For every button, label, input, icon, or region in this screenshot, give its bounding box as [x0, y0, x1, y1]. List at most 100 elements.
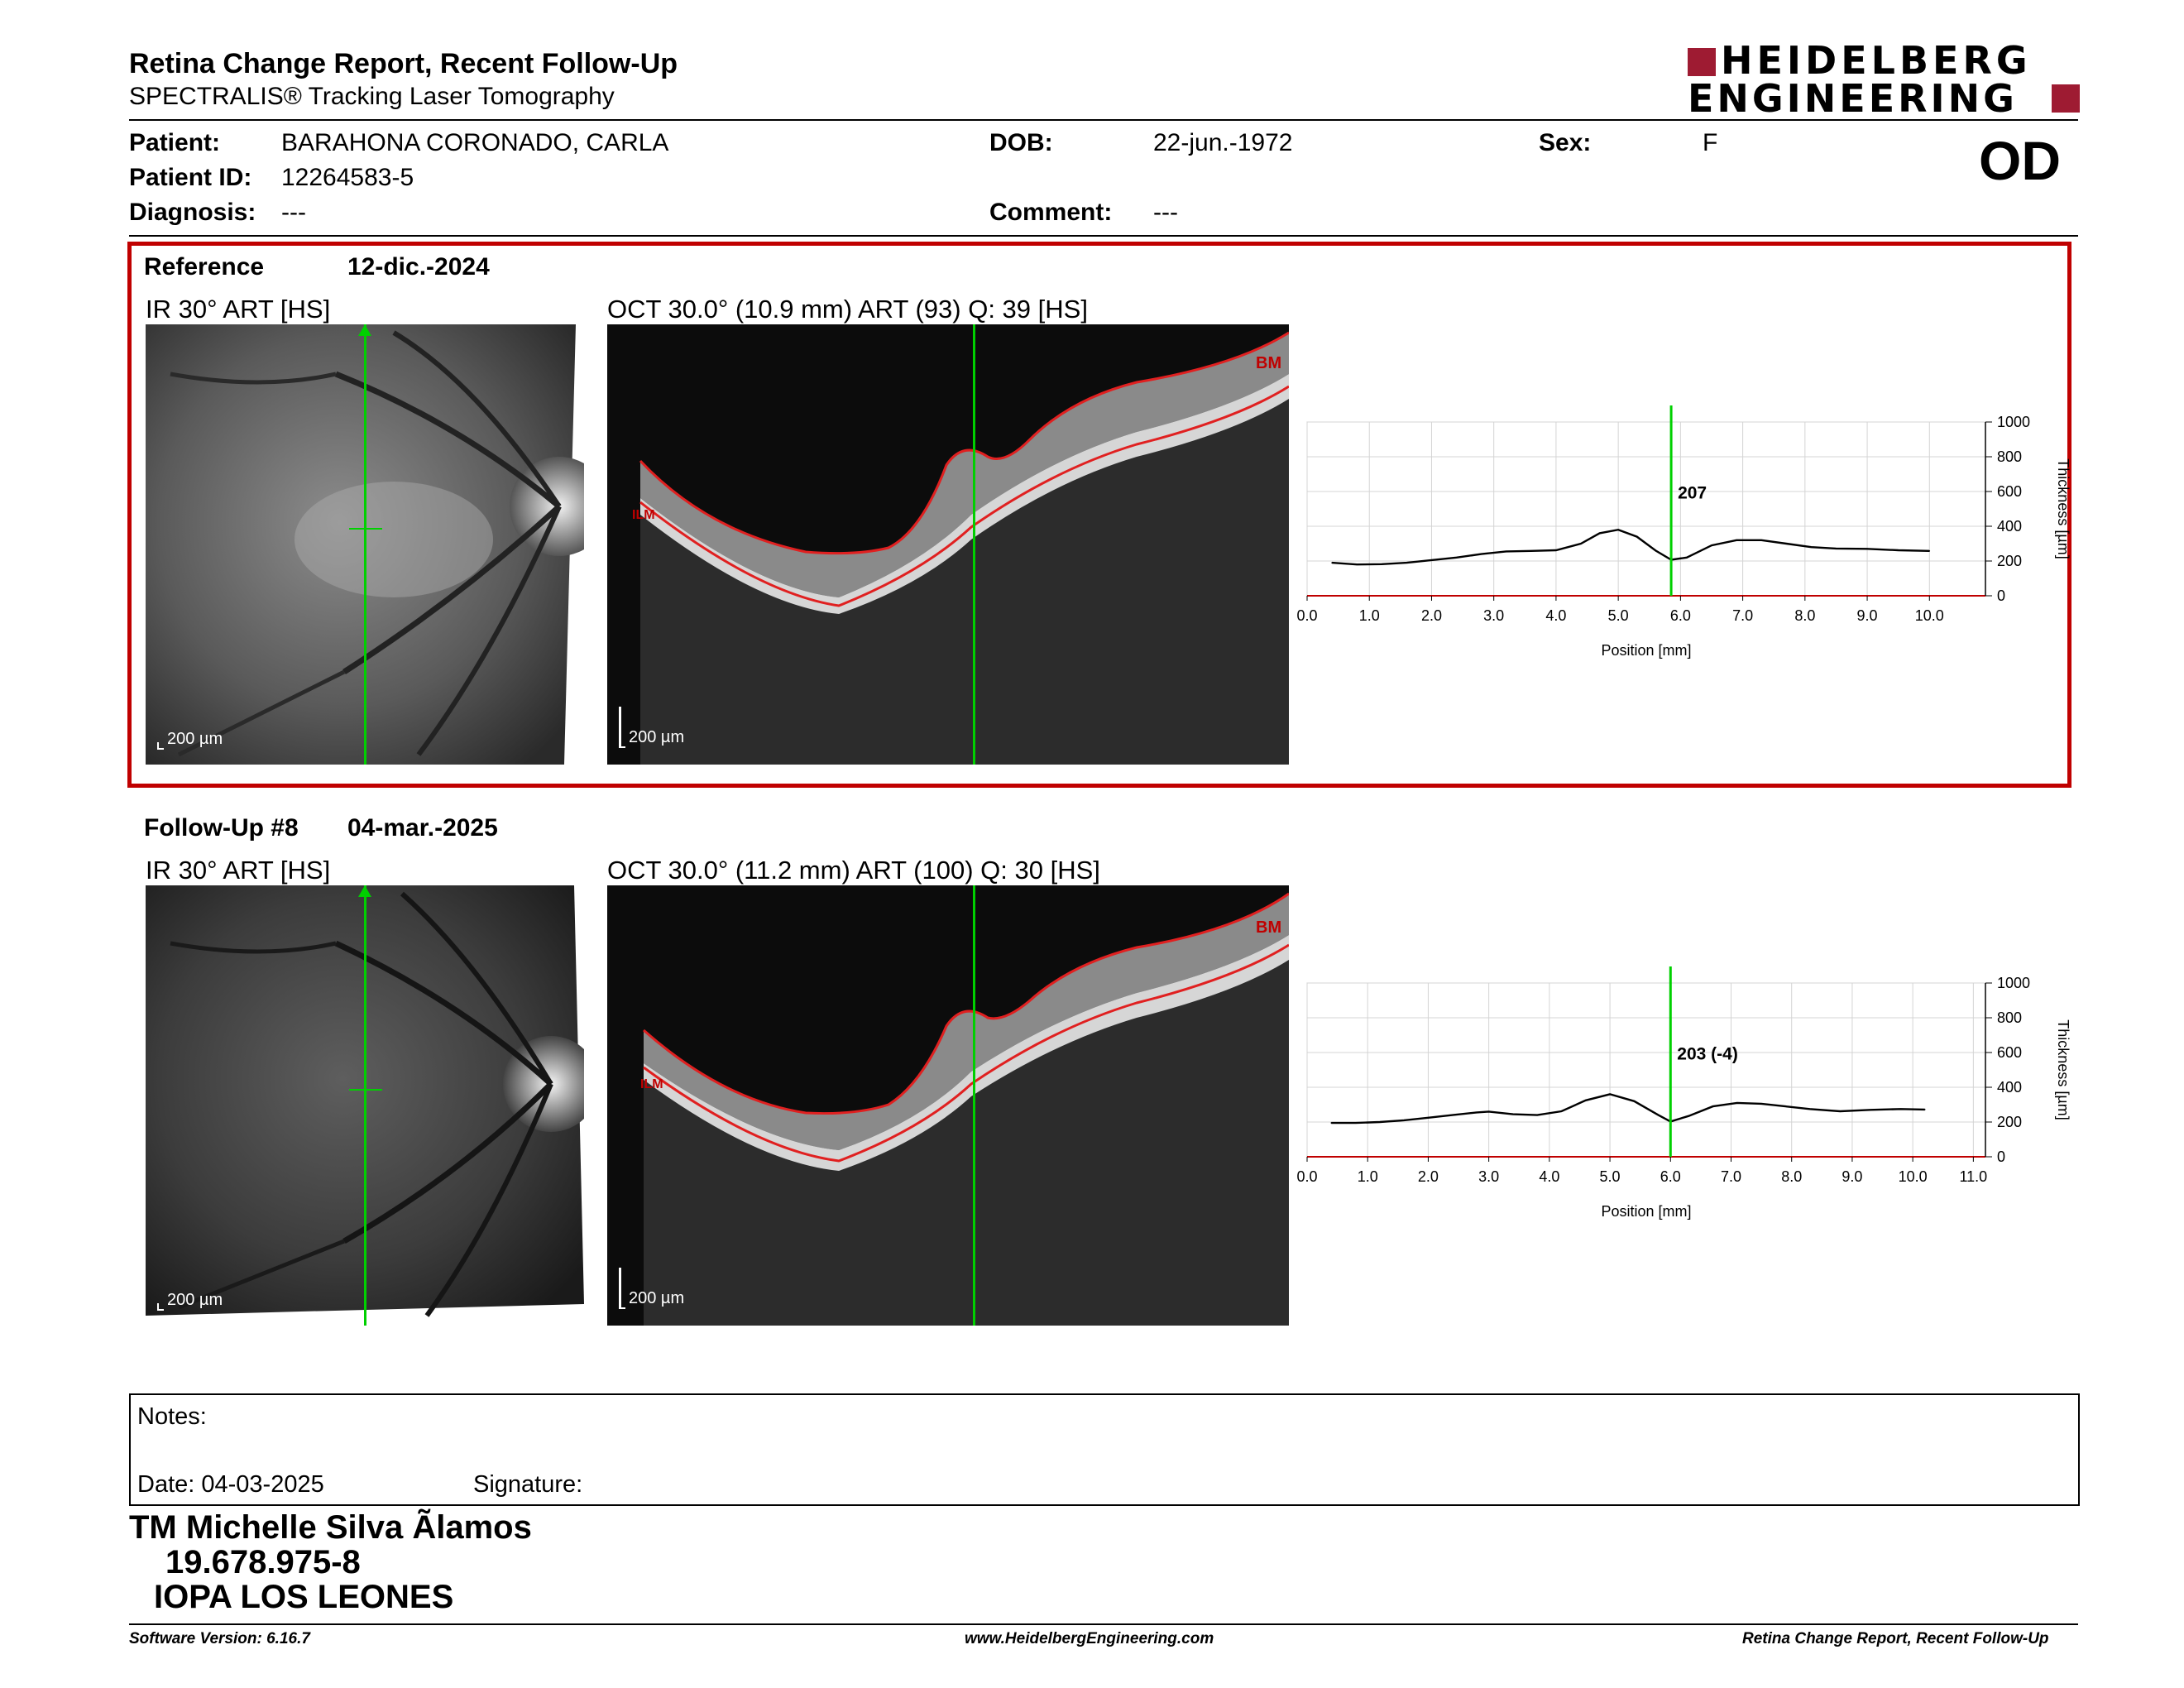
chart-xtick-label: 6.0	[1660, 1168, 1681, 1185]
chart-point	[1598, 532, 1601, 535]
reference-oct-scalebar	[619, 707, 621, 748]
reference-bm-label: BM	[1256, 354, 1282, 372]
chart-point	[1476, 1111, 1478, 1114]
chart-ytick-label: 1000	[1997, 975, 2030, 991]
chart-point	[1381, 563, 1383, 565]
followup-thickness-chart: 0.0 1.0 2.0 3.0 4.0 5.0 6.0 7.0 8.0 9.0 10.0 11.0 0 2…	[1296, 966, 2071, 1220]
reference-ilm-label: ILM	[632, 508, 655, 522]
reference-bm-line	[639, 385, 1289, 607]
chart-point	[1560, 1110, 1563, 1112]
footer-website[interactable]: www.HeidelbergEngineering.com	[965, 1630, 1214, 1647]
chart-point	[1331, 562, 1333, 563]
chart-ytick-label: 200	[1997, 553, 2022, 569]
chart-point	[1505, 550, 1507, 553]
followup-ir-fovea-mark	[349, 1089, 382, 1091]
reference-ir-scalebar-v	[157, 742, 159, 750]
chart-point	[1427, 1116, 1430, 1119]
patient-id-label: Patient ID:	[129, 164, 252, 191]
chart-xtick-label: 10.0	[1915, 607, 1944, 624]
chart-point	[1555, 549, 1557, 551]
chart-point	[1760, 539, 1762, 541]
chart-point	[1609, 1093, 1611, 1096]
chart-point	[1899, 1108, 1902, 1110]
reference-ir-fovea-mark	[349, 528, 382, 530]
chart-ytick-label: 800	[1997, 448, 2022, 465]
chart-xtick-label: 11.0	[1960, 1168, 1988, 1185]
reference-ir-cursor-arrow	[358, 324, 371, 336]
sex-label: Sex:	[1539, 129, 1592, 156]
chart-point	[1580, 543, 1582, 544]
followup-oct-svg	[643, 892, 1289, 1326]
chart-xtick-label: 5.0	[1608, 607, 1629, 624]
chart-point	[1736, 539, 1737, 541]
chart-point	[1406, 562, 1408, 563]
sex-value: F	[1703, 129, 1718, 156]
chart-point	[1354, 1122, 1357, 1124]
chart-point	[1430, 559, 1433, 561]
chart-xlabel: Position [mm]	[1601, 1203, 1691, 1220]
followup-oct-title: OCT 30.0° (11.2 mm) ART (100) Q: 30 [HS]	[607, 856, 1100, 885]
chart-point	[1712, 1105, 1714, 1107]
chart-point	[1897, 549, 1899, 551]
chart-ytick-label: 1000	[1997, 414, 2030, 430]
followup-oct-scalebar-h	[619, 1307, 625, 1309]
chart-xtick-label: 10.0	[1899, 1168, 1928, 1185]
patient-id: 12264583-5	[281, 164, 414, 191]
signer-name: TM Michelle Silva Ãlamos	[129, 1509, 532, 1546]
chart-point	[1636, 535, 1638, 538]
reference-thickness-chart: 0.0 1.0 2.0 3.0 4.0 5.0 6.0 7.0 8.0 9.0 10.0 0 200 40…	[1296, 405, 2071, 659]
followup-ilm-line	[643, 892, 1289, 1115]
chart-point	[1810, 546, 1813, 548]
chart-xtick-label: 0.0	[1296, 607, 1317, 624]
notes-date: Date: 04-03-2025	[137, 1471, 324, 1498]
chart-point	[1760, 1103, 1762, 1105]
notes-box[interactable]: Notes: Date: 04-03-2025 Signature:	[129, 1393, 2080, 1506]
reference-fundus-svg	[146, 324, 584, 765]
followup-ir-cursor-arrow	[358, 885, 371, 897]
reference-frame	[127, 242, 2071, 788]
diagnosis-label: Diagnosis:	[129, 199, 256, 226]
reference-ir-scale-label: 200 µm	[167, 730, 223, 748]
chart-series-line	[1332, 528, 1930, 566]
footer-report: Retina Change Report, Recent Follow-Up	[1742, 1630, 2049, 1647]
followup-label: Follow-Up #8	[144, 814, 299, 842]
logo-line-2: ENGINEERING	[1688, 76, 2018, 121]
chart-point	[1785, 543, 1788, 544]
chart-xtick-label: 0.0	[1296, 1168, 1317, 1185]
chart-xtick-label: 2.0	[1421, 607, 1442, 624]
chart-cursor-label: 203 (-4)	[1677, 1044, 1738, 1063]
reference-oct-scalebar-h	[619, 746, 625, 748]
logo-line-1: HEIDELBERG	[1721, 38, 2032, 83]
chart-series-line	[1331, 1093, 1925, 1125]
footer-divider	[129, 1623, 2078, 1625]
chart-point	[1839, 1110, 1842, 1112]
header-divider	[129, 119, 2078, 121]
chart-xtick-label: 9.0	[1857, 607, 1878, 624]
followup-oct-scalebar	[619, 1268, 621, 1309]
heidelberg-logo: HEIDELBERG ENGINEERING	[1688, 41, 2080, 121]
followup-ir-title: IR 30° ART [HS]	[146, 856, 331, 885]
chart-ytick-label: 600	[1997, 1044, 2022, 1061]
chart-ytick-label: 800	[1997, 1009, 2022, 1026]
chart-plot-area	[1306, 982, 1986, 1158]
followup-ir-scale-label: 200 µm	[167, 1291, 223, 1309]
chart-point	[1928, 550, 1931, 552]
chart-xtick-label: 4.0	[1545, 607, 1566, 624]
reference-label: Reference	[144, 253, 265, 281]
signer-rut: 19.678.975-8	[165, 1544, 361, 1580]
reference-oct-image: BM ILM 200 µm	[607, 324, 1289, 765]
chart-ytick-label: 0	[1997, 587, 2005, 604]
followup-date: 04-mar.-2025	[347, 814, 498, 842]
footer-software: Software Version: 6.16.7	[129, 1630, 310, 1647]
chart-point	[1655, 549, 1657, 552]
reference-oct-cursor-line	[973, 324, 975, 765]
reference-oct-scale-label: 200 µm	[629, 728, 685, 746]
chart-point	[1835, 548, 1837, 549]
chart-point	[1451, 1114, 1454, 1116]
notes-label: Notes:	[137, 1403, 207, 1430]
chart-point	[1633, 1101, 1636, 1102]
chart-point	[1870, 1109, 1871, 1111]
chart-xtick-label: 7.0	[1732, 607, 1753, 624]
chart-point	[1330, 1122, 1333, 1124]
chart-point	[1403, 1120, 1405, 1121]
